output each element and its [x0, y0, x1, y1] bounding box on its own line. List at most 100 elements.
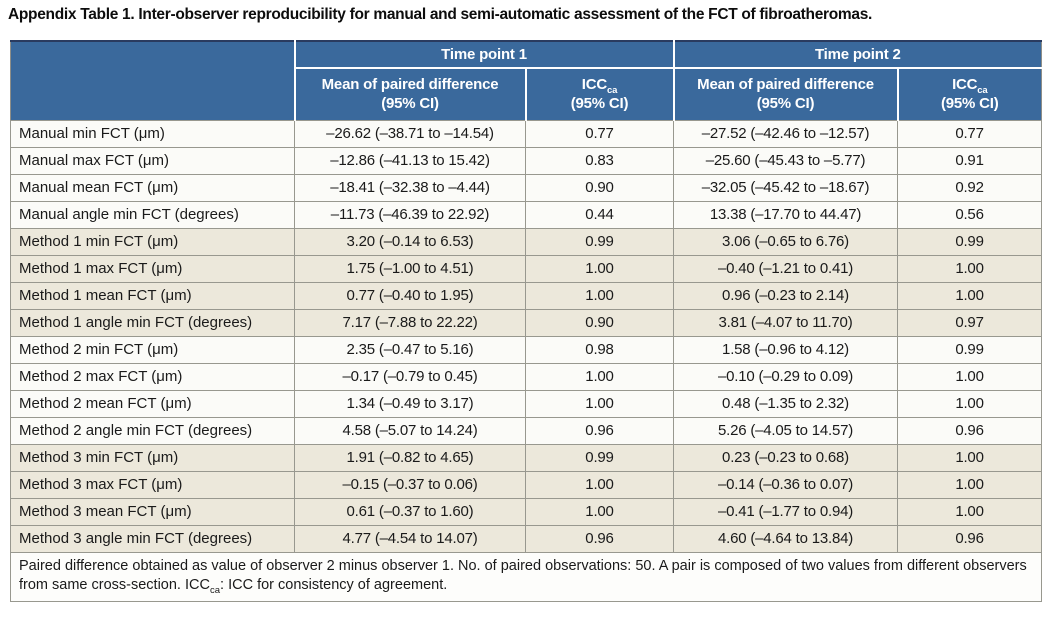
tp1-icc-cell: 1.00 [524, 281, 675, 310]
tp2-icc-cell: 1.00 [897, 281, 1043, 310]
row-label: Manual max FCT (μm) [10, 146, 295, 175]
tp1-icc-cell: 1.00 [524, 497, 675, 526]
row-label: Method 1 max FCT (μm) [10, 254, 295, 283]
subheader-tp1-icc: ICCca (95% CI) [524, 68, 674, 120]
tp2-icc-cell: 1.00 [897, 254, 1043, 283]
appendix-table: Time point 1 Time point 2 Mean of paired… [9, 40, 1043, 602]
table-row: Method 2 angle min FCT (degrees) 4.58 (–5… [10, 416, 1043, 445]
table-row: Method 1 max FCT (μm) 1.75 (–1.00 to 4.51… [10, 254, 1043, 283]
subheader-tp2-mean: Mean of paired difference (95% CI) [672, 68, 898, 120]
tp2-icc-cell: 0.92 [897, 173, 1043, 202]
tp2-icc-cell: 1.00 [897, 470, 1043, 499]
tp2-mean-cell: 13.38 (–17.70 to 44.47) [673, 200, 899, 229]
row-label: Method 3 max FCT (μm) [10, 470, 295, 499]
tp1-icc-cell: 0.98 [524, 335, 675, 364]
tp1-mean-cell: 2.35 (–0.47 to 5.16) [294, 335, 526, 364]
tp1-icc-cell: 0.90 [524, 173, 675, 202]
tp2-icc-cell: 1.00 [897, 497, 1043, 526]
tp1-mean-cell: 1.75 (–1.00 to 4.51) [294, 254, 526, 283]
sub-header-row: Mean of paired difference (95% CI) ICCca… [11, 68, 1042, 120]
row-label: Method 3 min FCT (μm) [10, 443, 295, 472]
col-group-timepoint1: Time point 1 [294, 41, 674, 69]
subheader-tp1-mean: Mean of paired difference (95% CI) [294, 68, 526, 120]
row-label: Method 2 angle min FCT (degrees) [10, 416, 295, 445]
table-row: Method 3 angle min FCT (degrees) 4.77 (–4… [10, 524, 1043, 553]
tp1-icc-cell: 0.99 [524, 443, 675, 472]
table-header: Time point 1 Time point 2 Mean of paired… [10, 41, 1042, 120]
tp1-mean-cell: –11.73 (–46.39 to 22.92) [294, 200, 526, 229]
tp1-mean-cell: 7.17 (–7.88 to 22.22) [294, 308, 526, 337]
row-label: Method 2 max FCT (μm) [10, 362, 295, 391]
tp1-mean-cell: 4.77 (–4.54 to 14.07) [294, 524, 526, 553]
tp2-mean-cell: –0.14 (–0.36 to 0.07) [673, 470, 899, 499]
tp1-mean-cell: –18.41 (–32.38 to –4.44) [294, 173, 526, 202]
tp1-icc-cell: 0.44 [524, 200, 675, 229]
icc-label: ICCca [531, 75, 669, 95]
row-label: Manual min FCT (μm) [10, 119, 295, 148]
footnote-row: Paired difference obtained as value of o… [9, 551, 1043, 602]
tp2-mean-cell: 0.48 (–1.35 to 2.32) [673, 389, 899, 418]
table-row: Method 2 mean FCT (μm) 1.34 (–0.49 to 3.1… [10, 389, 1043, 418]
table-row: Manual angle min FCT (degrees) –11.73 (–4… [10, 200, 1043, 229]
tp2-icc-cell: 0.97 [897, 308, 1043, 337]
tp1-icc-cell: 1.00 [524, 389, 675, 418]
tp2-icc-cell: 0.96 [897, 524, 1043, 553]
tp2-mean-cell: –27.52 (–42.46 to –12.57) [673, 119, 899, 148]
table-row: Method 1 mean FCT (μm) 0.77 (–0.40 to 1.9… [10, 281, 1043, 310]
tp1-mean-cell: –0.15 (–0.37 to 0.06) [294, 470, 526, 499]
tp1-icc-cell: 0.83 [524, 146, 675, 175]
row-label: Manual angle min FCT (degrees) [10, 200, 295, 229]
tp2-mean-cell: 4.60 (–4.64 to 13.84) [673, 524, 899, 553]
tp2-mean-cell: –25.60 (–45.43 to –5.77) [673, 146, 899, 175]
table-row: Manual mean FCT (μm) –18.41 (–32.38 to –4… [10, 173, 1043, 202]
table-row: Method 3 min FCT (μm) 1.91 (–0.82 to 4.65… [10, 443, 1043, 472]
tp1-mean-cell: –0.17 (–0.79 to 0.45) [294, 362, 526, 391]
tp2-icc-cell: 1.00 [897, 362, 1043, 391]
tp1-mean-cell: 1.34 (–0.49 to 3.17) [294, 389, 526, 418]
icc-subscript: ca [977, 84, 988, 96]
tp2-mean-cell: –0.41 (–1.77 to 0.94) [673, 497, 899, 526]
tp2-mean-cell: –0.40 (–1.21 to 0.41) [673, 254, 899, 283]
icc-subscript: ca [607, 84, 618, 96]
footnote: Paired difference obtained as value of o… [9, 551, 1043, 602]
table-row: Method 1 min FCT (μm) 3.20 (–0.14 to 6.53… [10, 227, 1043, 256]
tp1-icc-cell: 0.99 [524, 227, 675, 256]
table-row: Manual min FCT (μm) –26.62 (–38.71 to –14… [10, 119, 1043, 148]
icc-label: ICCca [903, 75, 1038, 95]
tp1-icc-cell: 0.96 [524, 524, 675, 553]
tp1-mean-cell: 3.20 (–0.14 to 6.53) [294, 227, 526, 256]
tp2-mean-cell: 5.26 (–4.05 to 14.57) [673, 416, 899, 445]
ci-label: (95% CI) [940, 95, 999, 113]
table-row: Method 1 angle min FCT (degrees) 7.17 (–7… [10, 308, 1043, 337]
tp2-icc-cell: 0.77 [897, 119, 1043, 148]
row-label: Method 1 angle min FCT (degrees) [10, 308, 295, 337]
tp2-mean-cell: –0.10 (–0.29 to 0.09) [673, 362, 899, 391]
tp2-icc-cell: 1.00 [897, 389, 1043, 418]
row-label: Method 3 angle min FCT (degrees) [10, 524, 295, 553]
table-row: Manual max FCT (μm) –12.86 (–41.13 to 15.… [10, 146, 1043, 175]
tp1-icc-cell: 1.00 [524, 470, 675, 499]
row-label: Method 3 mean FCT (μm) [10, 497, 295, 526]
table-body: Manual min FCT (μm) –26.62 (–38.71 to –14… [10, 119, 1043, 553]
tp2-icc-cell: 0.56 [897, 200, 1043, 229]
tp2-icc-cell: 0.96 [897, 416, 1043, 445]
tp1-mean-cell: 1.91 (–0.82 to 4.65) [294, 443, 526, 472]
tp1-mean-cell: 4.58 (–5.07 to 14.24) [294, 416, 526, 445]
table-footer: Paired difference obtained as value of o… [9, 551, 1043, 602]
tp2-mean-cell: 3.06 (–0.65 to 6.76) [673, 227, 899, 256]
tp1-icc-cell: 1.00 [524, 362, 675, 391]
mean-diff-label: Mean of paired difference [321, 75, 499, 93]
tp2-icc-cell: 1.00 [897, 443, 1043, 472]
footnote-text-2: : ICC for consistency of agreement. [220, 576, 448, 593]
tp1-icc-cell: 0.77 [524, 119, 675, 148]
tp2-icc-cell: 0.99 [897, 335, 1043, 364]
ci-label: (95% CI) [381, 95, 439, 113]
tp1-icc-cell: 0.96 [524, 416, 675, 445]
tp2-icc-cell: 0.99 [897, 227, 1043, 256]
tp1-mean-cell: –26.62 (–38.71 to –14.54) [294, 119, 526, 148]
corner-cell [10, 41, 296, 120]
subheader-tp2-icc: ICCca (95% CI) [896, 68, 1042, 120]
table-row: Method 3 mean FCT (μm) 0.61 (–0.37 to 1.6… [10, 497, 1043, 526]
tp2-icc-cell: 0.91 [897, 146, 1043, 175]
